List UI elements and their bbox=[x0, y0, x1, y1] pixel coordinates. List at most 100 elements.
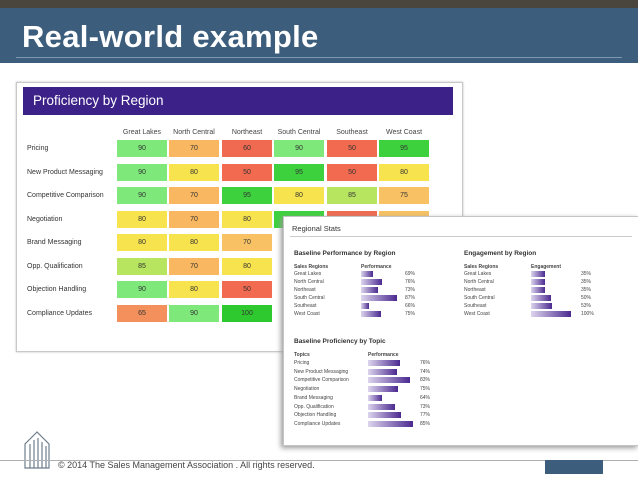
heatmap-cell: 85 bbox=[327, 187, 377, 204]
topic-bar bbox=[368, 368, 397, 375]
heatmap-cell: 70 bbox=[169, 140, 219, 157]
topic-bar-value: 75% bbox=[420, 386, 431, 393]
heatmap-cell: 90 bbox=[117, 281, 167, 298]
heatmap-cell: 80 bbox=[169, 234, 219, 251]
topic-label: Objection Handling bbox=[294, 412, 337, 419]
perf-bar-value: 73% bbox=[405, 287, 416, 293]
eng-bar-value: 53% bbox=[581, 303, 592, 309]
eng-region-label: Northeast bbox=[464, 287, 486, 293]
perf-bar bbox=[361, 279, 383, 285]
eng-bar bbox=[531, 287, 545, 293]
heatmap-cell: 60 bbox=[222, 140, 272, 157]
footer-divider bbox=[0, 460, 638, 461]
heatmap-cell: 80 bbox=[222, 210, 272, 228]
heatmap-row-label: New Product Messaging bbox=[27, 168, 103, 176]
perf-region-label: Northeast bbox=[294, 287, 316, 293]
top-accent-bar bbox=[0, 0, 638, 8]
perf-bar-value: 69% bbox=[405, 271, 416, 277]
heatmap-cell: 50 bbox=[327, 140, 377, 157]
heatmap-row-label: Compliance Updates bbox=[27, 309, 92, 317]
topic-bar-value: 64% bbox=[420, 394, 431, 401]
eng-regions-header: Sales Regions bbox=[464, 264, 499, 270]
heatmap-cell: 70 bbox=[169, 210, 219, 228]
heatmap-header: Proficiency by Region bbox=[23, 87, 453, 115]
perf-bar-value: 76% bbox=[405, 279, 416, 285]
topic-title: Baseline Proficiency by Topic bbox=[294, 338, 386, 345]
eng-bar bbox=[531, 303, 553, 309]
topic-bar bbox=[368, 394, 382, 401]
regional-stats-title: Regional Stats bbox=[292, 224, 341, 233]
topic-bar-value: 77% bbox=[420, 412, 431, 419]
heatmap-cell: 80 bbox=[169, 163, 219, 181]
heatmap-row-label: Pricing bbox=[27, 145, 49, 152]
heatmap-col-header: Northeast bbox=[231, 129, 263, 136]
eng-bar-value: 35% bbox=[581, 271, 592, 277]
heatmap-row-label: Opp. Qualification bbox=[27, 262, 83, 270]
heatmap-cell: 50 bbox=[222, 163, 272, 181]
slide-title-bar: Real-world example bbox=[0, 8, 638, 63]
heatmap-cell: 90 bbox=[117, 140, 167, 157]
heatmap-col-header: West Coast bbox=[385, 129, 423, 136]
heatmap-cell: 50 bbox=[222, 281, 272, 298]
topic-label: Negotiation bbox=[294, 386, 320, 393]
copyright-text: © 2014 The Sales Management Association … bbox=[58, 460, 315, 470]
topic-label: Opp. Qualification bbox=[294, 403, 334, 410]
topic-bar-value: 74% bbox=[420, 368, 431, 375]
heatmap-title: Proficiency by Region bbox=[33, 93, 164, 108]
topic-bar-value: 73% bbox=[420, 403, 431, 410]
heatmap-col-header: North Central bbox=[173, 129, 215, 136]
heatmap-cell: 95 bbox=[379, 140, 429, 157]
perf-region-label: North Central bbox=[294, 279, 324, 285]
perf-regions-header: Sales Regions bbox=[294, 264, 329, 270]
heatmap-cell: 100 bbox=[222, 304, 272, 322]
topic-bar bbox=[368, 412, 401, 419]
heatmap-cell: 50 bbox=[327, 163, 377, 181]
perf-bar-value: 66% bbox=[405, 303, 416, 309]
heatmap-cell: 80 bbox=[117, 234, 167, 251]
heatmap-cell: 95 bbox=[222, 187, 272, 204]
footer-accent-block bbox=[545, 460, 603, 474]
heatmap-col-header: South Central bbox=[277, 129, 321, 136]
perf-bar bbox=[361, 303, 369, 309]
eng-bar bbox=[531, 279, 545, 285]
eng-region-label: North Central bbox=[464, 279, 494, 285]
perf-bar bbox=[361, 287, 379, 293]
perf-region-label: West Coast bbox=[294, 311, 320, 317]
topic-bar bbox=[368, 403, 395, 410]
heatmap-row-label: Brand Messaging bbox=[27, 239, 82, 246]
topic-bar bbox=[368, 386, 398, 393]
topic-label: Pricing bbox=[294, 360, 310, 366]
topic-bar-value: 76% bbox=[420, 360, 431, 366]
topic-bar bbox=[368, 377, 410, 384]
heatmap-cell: 70 bbox=[222, 234, 272, 251]
topic-bar-value: 85% bbox=[420, 420, 431, 427]
topic-label: New Product Messaging bbox=[294, 368, 349, 375]
eng-region-label: Southeast bbox=[464, 303, 487, 309]
heatmap-cell: 80 bbox=[379, 163, 429, 181]
perf-region-label: Great Lakes bbox=[294, 271, 322, 277]
title-divider bbox=[16, 57, 622, 58]
heatmap-cell: 70 bbox=[169, 257, 219, 275]
perf-bar bbox=[361, 271, 373, 277]
stats-divider bbox=[290, 236, 632, 237]
heatmap-cell: 80 bbox=[117, 210, 167, 228]
perf-bar-value: 87% bbox=[405, 295, 416, 301]
heatmap-cell: 95 bbox=[274, 163, 324, 181]
engagement-title: Engagement by Region bbox=[464, 250, 537, 257]
heatmap-cell: 90 bbox=[117, 163, 167, 181]
heatmap-col-header: Southeast bbox=[336, 129, 368, 136]
eng-bar bbox=[531, 295, 551, 301]
eng-region-label: Great Lakes bbox=[464, 271, 492, 277]
heatmap-cell: 80 bbox=[222, 257, 272, 275]
perf-region-label: South Central bbox=[294, 295, 325, 301]
regional-stats-panel: Regional Stats Baseline Performance by R… bbox=[283, 216, 638, 446]
heatmap-cell: 80 bbox=[274, 187, 324, 204]
eng-value-header: Engagement bbox=[531, 264, 562, 270]
eng-bar-value: 35% bbox=[581, 287, 592, 293]
heatmap-row-label: Negotiation bbox=[27, 215, 63, 223]
topic-bar bbox=[368, 420, 413, 427]
heatmap-col-header: Great Lakes bbox=[122, 129, 162, 136]
eng-bar bbox=[531, 271, 545, 277]
heatmap-row-label: Competitive Comparison bbox=[27, 192, 104, 199]
eng-region-label: South Central bbox=[464, 295, 495, 301]
